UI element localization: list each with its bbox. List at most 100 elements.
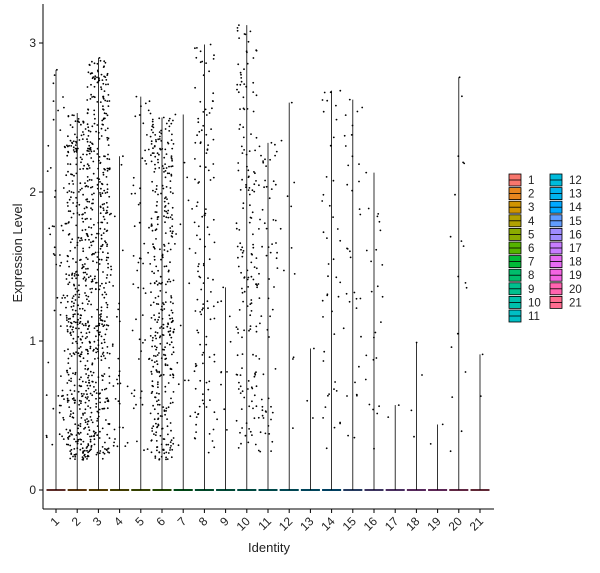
data-point [82, 357, 85, 360]
data-point [86, 123, 89, 126]
data-point [228, 315, 231, 318]
data-point [156, 283, 159, 286]
data-point [238, 37, 241, 39]
data-point [248, 221, 251, 224]
data-point [249, 314, 252, 317]
data-point [241, 246, 244, 249]
data-point [67, 443, 70, 446]
data-point [103, 155, 105, 158]
data-point [194, 47, 196, 50]
data-point [95, 402, 98, 405]
data-point [102, 171, 105, 174]
data-point [163, 210, 166, 212]
data-point [82, 247, 84, 250]
data-point [144, 149, 147, 152]
data-point [153, 361, 156, 363]
data-point [59, 264, 61, 267]
data-point [82, 440, 85, 443]
data-point [97, 167, 99, 170]
data-point [201, 308, 204, 311]
data-point [243, 108, 246, 111]
data-point [353, 291, 356, 294]
data-point [157, 403, 159, 406]
data-point [62, 418, 65, 421]
data-point [95, 236, 97, 239]
data-point [465, 286, 468, 289]
data-point [106, 243, 109, 246]
data-point [242, 136, 245, 139]
data-point [102, 98, 105, 100]
data-point [199, 100, 202, 103]
data-point [169, 261, 171, 264]
data-point [169, 367, 172, 370]
data-point [65, 273, 68, 275]
data-point [213, 446, 216, 449]
data-point [380, 321, 382, 323]
data-point [349, 256, 352, 259]
data-point [90, 93, 92, 96]
data-point [60, 404, 62, 407]
data-point [161, 305, 163, 308]
data-point [241, 367, 243, 369]
data-point [110, 212, 112, 215]
data-point [188, 247, 191, 250]
data-point [69, 415, 71, 418]
data-point [377, 213, 380, 215]
data-point [80, 376, 82, 379]
data-point [89, 148, 91, 151]
data-point [313, 347, 315, 350]
data-point [158, 131, 161, 134]
data-point [165, 357, 168, 360]
data-point [84, 218, 87, 221]
data-point [156, 201, 159, 203]
data-point [241, 427, 244, 429]
data-point [136, 440, 138, 443]
data-point [88, 300, 90, 303]
data-point [199, 61, 202, 64]
data-point [88, 226, 90, 229]
data-point [82, 265, 85, 268]
data-point [101, 389, 104, 391]
data-point [45, 434, 48, 437]
data-point [87, 451, 89, 454]
data-point [271, 411, 274, 414]
data-point [102, 251, 104, 254]
data-point [101, 119, 104, 122]
data-point [165, 291, 167, 294]
data-point [240, 271, 243, 274]
data-point [152, 126, 155, 129]
data-point [87, 164, 90, 167]
data-point [161, 256, 164, 259]
data-point [346, 248, 349, 250]
data-point [160, 129, 163, 132]
data-point [93, 327, 96, 329]
x-tick-label: 12 [276, 514, 296, 534]
violin-group-8 [193, 43, 216, 491]
data-point [137, 261, 140, 264]
data-point [161, 348, 164, 351]
data-point [90, 244, 93, 247]
data-point [103, 189, 106, 192]
data-point [324, 406, 327, 408]
data-point [67, 373, 70, 376]
data-point [202, 124, 205, 127]
data-point [151, 224, 153, 227]
data-point [462, 245, 465, 248]
data-point [210, 291, 212, 293]
data-point [118, 320, 121, 323]
data-point [99, 161, 102, 164]
data-point [107, 266, 109, 269]
data-point [90, 150, 93, 153]
data-point [360, 335, 362, 338]
data-point [259, 450, 262, 453]
violin-group-21 [470, 353, 490, 491]
data-point [66, 300, 69, 303]
data-point [61, 389, 64, 392]
data-point [213, 411, 216, 414]
data-point [208, 233, 211, 236]
data-point [152, 189, 154, 192]
data-point [251, 189, 254, 192]
data-point [203, 214, 206, 217]
data-point [108, 382, 111, 384]
